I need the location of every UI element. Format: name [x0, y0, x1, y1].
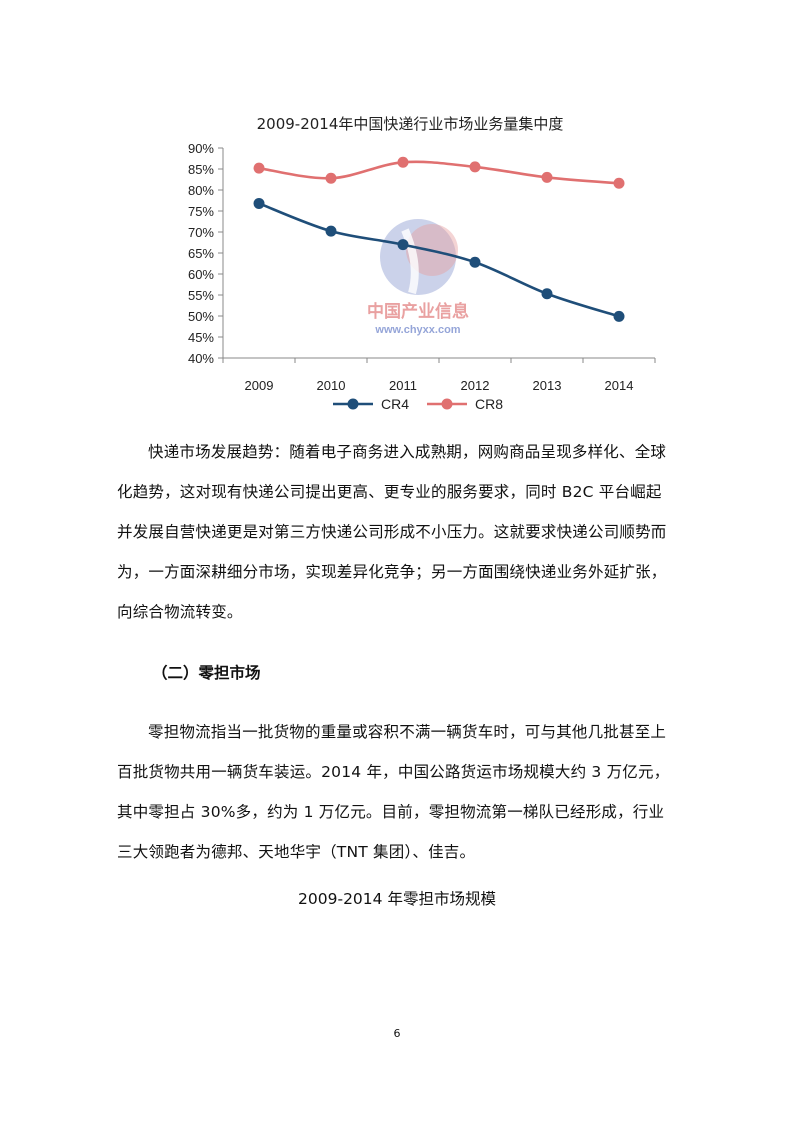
text-line: 为，一方面深耕细分市场，实现差异化竞争；另一方面围绕快递业务外延扩张，	[117, 563, 667, 581]
data-point-cr8	[613, 177, 625, 189]
y-tick-label: 45%	[188, 330, 214, 345]
chart-title: 2009-2014年中国快递行业市场业务量集中度	[256, 115, 564, 133]
y-tick-label: 90%	[188, 141, 214, 156]
text-line: 快递市场发展趋势：随着电子商务进入成熟期，网购商品呈现多样化、全球	[148, 443, 667, 461]
data-point-cr8	[253, 162, 265, 174]
paragraph-ltl-market: 零担物流指当一批货物的重量或容积不满一辆货车时，可与其他几批甚至上 百批货物共用…	[117, 712, 683, 872]
x-tick-label: 2012	[461, 378, 490, 393]
watermark-logo: 中国产业信息 www.chyxx.com	[367, 219, 469, 336]
y-tick-label: 80%	[188, 183, 214, 198]
x-tick-label: 2009	[245, 378, 274, 393]
figure-caption: 2009-2014 年零担市场规模	[298, 890, 496, 908]
y-tick-label: 40%	[188, 351, 214, 366]
x-tick-label: 2014	[605, 378, 634, 393]
text-line: 三大领跑者为德邦、天地华宇（TNT 集团）、佳吉。	[117, 843, 476, 861]
y-tick-label: 50%	[188, 309, 214, 324]
data-point-cr4	[253, 197, 265, 209]
data-point-cr8	[469, 161, 481, 173]
legend-label: CR8	[475, 396, 503, 412]
data-point-cr4	[469, 256, 481, 268]
legend-swatch-marker	[441, 398, 453, 410]
data-point-cr8	[397, 156, 409, 168]
text-line: 百批货物共用一辆货车装运。2014 年，中国公路货运市场规模大约 3 万亿元，	[117, 763, 670, 781]
data-point-cr4	[541, 288, 553, 300]
series-line-cr4	[258, 202, 620, 318]
y-tick-label: 75%	[188, 204, 214, 219]
text-line: 向综合物流转变。	[117, 603, 243, 621]
x-tick-label: 2010	[317, 378, 346, 393]
text-line: 零担物流指当一批货物的重量或容积不满一辆货车时，可与其他几批甚至上	[148, 723, 667, 741]
y-tick-label: 70%	[188, 225, 214, 240]
y-tick-label: 55%	[188, 288, 214, 303]
series-line-cr8	[258, 160, 620, 185]
paragraph-express-trends: 快递市场发展趋势：随着电子商务进入成熟期，网购商品呈现多样化、全球 化趋势，这对…	[117, 432, 683, 632]
section-heading: （二）零担市场	[152, 664, 261, 682]
text-line: 化趋势，这对现有快递公司提出更高、更专业的服务要求，同时 B2C 平台崛起	[117, 483, 662, 501]
svg-text:中国产业信息: 中国产业信息	[367, 301, 469, 321]
chart-svg: 中国产业信息 www.chyxx.com 40% 45% 50% 55% 60% 65% 7…	[188, 141, 656, 412]
data-point-cr4	[325, 225, 337, 237]
data-point-cr8	[325, 172, 337, 184]
y-tick-label: 85%	[188, 162, 214, 177]
legend-swatch-marker	[347, 398, 359, 410]
chart: 2009-2014年中国快递行业市场业务量集中度 中国产业信息 www.chyx…	[150, 105, 670, 425]
svg-text:www.chyxx.com: www.chyxx.com	[374, 324, 460, 336]
data-point-cr8	[541, 171, 553, 183]
legend-label: CR4	[381, 396, 409, 412]
y-tick-label: 65%	[188, 246, 214, 261]
text-line: 并发展自营快递更是对第三方快递公司形成不小压力。这就要求快递公司顺势而	[117, 523, 667, 541]
text-line: 其中零担占 30%多，约为 1 万亿元。目前，零担物流第一梯队已经形成，行业	[117, 803, 665, 821]
data-point-cr4	[613, 310, 625, 322]
x-tick-label: 2013	[533, 378, 562, 393]
y-tick-label: 60%	[188, 267, 214, 282]
data-point-cr4	[397, 239, 409, 251]
x-tick-label: 2011	[389, 378, 417, 393]
page-number: 6	[393, 1027, 401, 1040]
